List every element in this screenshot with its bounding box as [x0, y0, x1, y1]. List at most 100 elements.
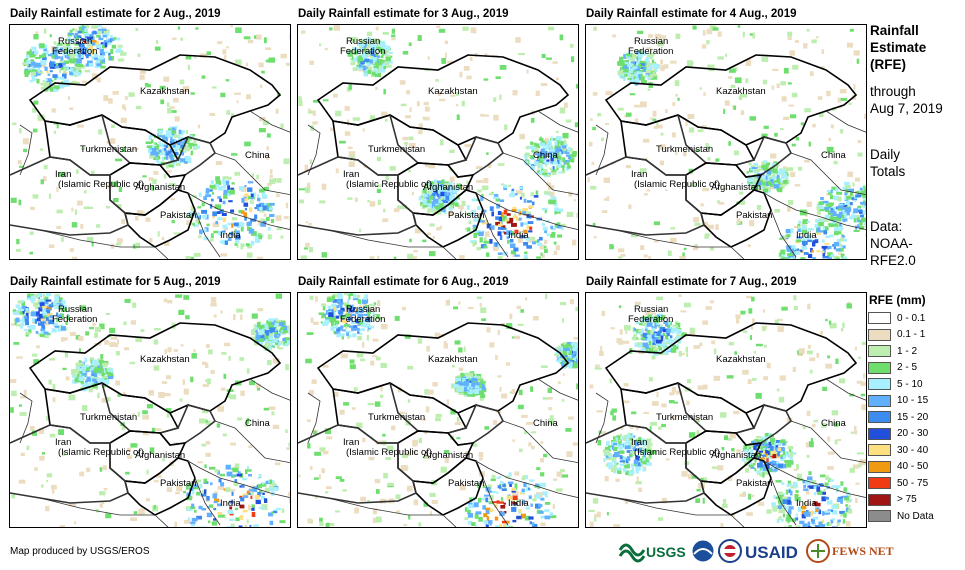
rain-cell — [863, 373, 866, 379]
rain-cell — [467, 506, 470, 510]
rain-cell — [802, 238, 806, 241]
rain-cell — [92, 361, 97, 366]
rain-cell — [376, 184, 382, 187]
rain-cell — [425, 406, 430, 413]
rain-cell — [676, 390, 683, 395]
rain-cell — [493, 114, 499, 121]
rain-cell — [27, 294, 30, 300]
rain-cell — [285, 429, 288, 433]
rain-cell — [866, 433, 867, 438]
rain-cell — [120, 52, 127, 56]
rain-cell — [366, 319, 371, 323]
rain-cell — [774, 132, 778, 137]
rain-cell — [511, 231, 515, 236]
rain-cell — [48, 244, 55, 249]
rain-cell — [458, 392, 464, 395]
rain-cell — [307, 443, 311, 449]
rain-cell — [258, 484, 263, 489]
rain-cell — [672, 102, 676, 106]
rain-cell — [452, 204, 455, 209]
rain-cell — [112, 91, 119, 95]
rain-cell — [567, 154, 572, 160]
rain-cell — [550, 225, 553, 230]
rain-cell — [546, 220, 550, 223]
rain-cell — [222, 180, 226, 184]
rain-cell — [839, 246, 843, 249]
rain-cell — [495, 355, 498, 360]
rain-cell — [575, 83, 578, 89]
rain-cell — [165, 144, 171, 148]
rain-cell — [857, 140, 862, 144]
rain-cell — [353, 57, 357, 62]
rain-cell — [40, 86, 47, 90]
rain-cell — [96, 224, 101, 228]
rain-cell — [277, 345, 280, 349]
rain-cell — [260, 218, 266, 222]
rain-cell — [676, 344, 679, 347]
rain-cell — [162, 138, 165, 141]
rain-cell — [176, 485, 183, 492]
rain-cell — [560, 347, 566, 350]
rain-cell — [100, 354, 104, 360]
rain-cell — [217, 217, 223, 221]
rain-cell — [149, 154, 155, 159]
rain-cell — [248, 492, 251, 495]
rain-cell — [864, 113, 866, 119]
rain-cell — [54, 65, 59, 69]
rain-cell — [173, 232, 181, 235]
rain-cell — [497, 485, 501, 489]
rain-cell — [466, 378, 470, 383]
rain-cell — [799, 209, 807, 216]
rain-cell — [467, 306, 474, 310]
rain-cell — [44, 299, 49, 305]
rain-cell — [640, 348, 645, 353]
rain-cell — [567, 341, 573, 345]
rain-cell — [312, 121, 318, 125]
rain-cell — [79, 29, 85, 34]
rain-cell — [820, 66, 825, 69]
rain-cell — [557, 234, 562, 238]
rain-cell — [739, 493, 746, 497]
rain-cell — [386, 445, 394, 451]
rain-cell — [44, 66, 48, 71]
rain-cell — [552, 158, 558, 163]
rain-cell — [658, 344, 661, 349]
rain-cell — [568, 416, 574, 420]
rain-cell — [46, 332, 51, 336]
rain-cell — [282, 338, 286, 342]
country-label: China — [533, 150, 558, 161]
map-panel-6: Russian Federation Kazakhstan Turkmenistan C… — [585, 292, 867, 528]
rain-cell — [30, 61, 36, 66]
rain-cell — [205, 452, 211, 457]
rain-cell — [33, 302, 39, 307]
rain-cell — [506, 323, 513, 329]
rain-cell — [323, 450, 329, 455]
rain-cell — [172, 132, 175, 136]
rain-cell — [511, 222, 517, 227]
rain-cell — [721, 503, 728, 508]
rain-cell — [103, 379, 109, 383]
rain-cell — [838, 226, 841, 230]
rain-cell — [46, 70, 49, 74]
country-label: Russian — [58, 36, 93, 47]
rain-cell — [551, 159, 554, 164]
rain-cell — [280, 53, 287, 59]
rain-cell — [168, 128, 172, 132]
rain-cell — [496, 491, 499, 494]
rain-cell — [109, 342, 116, 347]
rain-cell — [570, 43, 574, 48]
rain-cell — [802, 426, 806, 430]
rain-cell — [463, 393, 467, 397]
rain-cell — [86, 206, 93, 209]
rain-cell — [408, 514, 411, 520]
rain-cell — [555, 359, 562, 362]
rain-cell — [431, 205, 435, 211]
rain-cell — [650, 334, 656, 339]
rain-cell — [841, 214, 845, 219]
rain-cell — [222, 176, 229, 180]
rain-cell — [519, 234, 526, 239]
rain-cell — [446, 60, 454, 64]
rain-cell — [168, 164, 174, 168]
rain-cell — [853, 50, 860, 56]
rain-cell — [183, 295, 190, 300]
